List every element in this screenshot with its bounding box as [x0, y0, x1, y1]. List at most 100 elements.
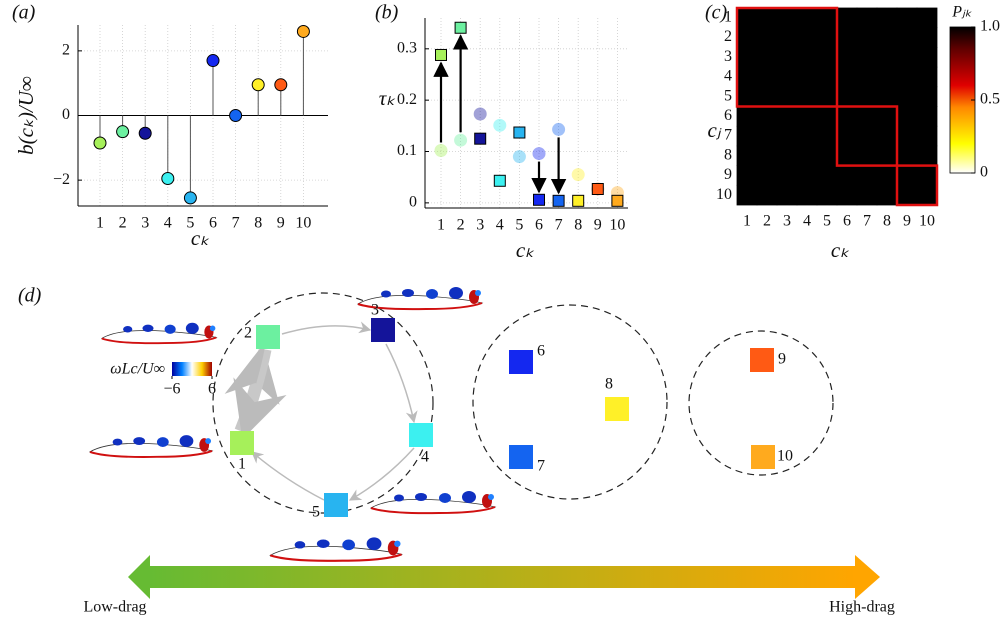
scale-left: Low-drag	[83, 599, 146, 616]
x-tick-label: 5	[823, 213, 831, 230]
heat-cell	[857, 47, 877, 67]
square-marker	[475, 133, 486, 144]
node-label: 2	[244, 325, 252, 342]
heat-cell	[757, 126, 777, 146]
x-tick-label: 10	[609, 217, 625, 234]
x-tick-label: 9	[594, 217, 602, 234]
heat-cell	[837, 107, 857, 127]
heat-cell	[877, 8, 897, 28]
heat-cell	[897, 146, 917, 166]
cluster-node	[256, 325, 280, 349]
heat-cell	[897, 28, 917, 48]
panel-label: (d)	[18, 285, 42, 307]
stem-marker	[297, 25, 309, 37]
x-tick-label: 9	[277, 215, 285, 232]
x-tick-label: 4	[164, 215, 172, 232]
y-tick-label: 8	[724, 146, 732, 163]
x-tick-label: 4	[496, 217, 504, 234]
colorbar-tick-label: −6	[163, 381, 180, 398]
x-axis-label: cₖ	[831, 238, 850, 262]
heat-cell	[877, 107, 897, 127]
square-marker	[436, 49, 447, 60]
y-axis-label: b(cₖ)/U∞	[14, 76, 38, 155]
heat-cell	[737, 146, 757, 166]
heat-cell	[777, 87, 797, 107]
heat-cell	[857, 8, 877, 28]
stem-marker	[162, 173, 174, 185]
x-tick-label: 10	[919, 213, 935, 230]
panel-label: (c)	[705, 2, 728, 24]
y-tick-label: 6	[724, 107, 732, 124]
heat-cell	[777, 28, 797, 48]
x-axis-label: cₖ	[191, 226, 210, 250]
heat-cell	[817, 87, 837, 107]
node-label: 7	[537, 458, 545, 475]
cluster-node	[409, 423, 433, 447]
x-tick-label: 2	[763, 213, 771, 230]
heat-cell	[917, 8, 937, 28]
node-label: 8	[605, 376, 613, 393]
x-tick-label: 1	[743, 213, 751, 230]
drag-arrow	[150, 566, 855, 588]
heat-cell	[917, 28, 937, 48]
node-label: 1	[238, 456, 246, 473]
colorbar-tick-label: 6	[208, 381, 216, 398]
colorbar-tick-label: 1.0	[980, 18, 1000, 35]
heat-cell	[757, 107, 777, 127]
y-tick-label: 9	[724, 166, 732, 183]
y-tick-label: 5	[724, 87, 732, 104]
x-tick-label: 2	[119, 215, 127, 232]
circle-marker	[513, 150, 526, 163]
x-tick-label: 10	[295, 215, 311, 232]
heat-cell	[737, 185, 757, 205]
y-axis-label: τₖ	[379, 86, 397, 110]
heat-cell	[837, 67, 857, 87]
heat-cell	[877, 146, 897, 166]
heat-cell	[917, 67, 937, 87]
colorbar	[172, 362, 212, 376]
heat-cell	[737, 166, 757, 186]
x-tick-label: 4	[803, 213, 811, 230]
stem-marker	[207, 55, 219, 67]
heat-cell	[857, 67, 877, 87]
x-tick-label: 8	[254, 215, 262, 232]
heat-cell	[777, 185, 797, 205]
heat-cell	[737, 47, 757, 67]
snapshots	[90, 287, 495, 561]
heat-cell	[777, 107, 797, 127]
cluster-node	[371, 318, 395, 342]
y-tick-label: 0	[62, 106, 70, 123]
y-tick-label: 0	[409, 194, 417, 211]
scale-right: High-drag	[829, 599, 895, 616]
stem-marker	[117, 126, 129, 138]
x-tick-label: 3	[141, 215, 149, 232]
square-marker	[553, 195, 564, 206]
x-tick-label: 6	[209, 215, 217, 232]
heat-cell	[897, 107, 917, 127]
heat-cell	[757, 47, 777, 67]
heat-cell	[917, 126, 937, 146]
heat-cell	[817, 146, 837, 166]
square-marker	[514, 127, 525, 138]
heat-cell	[797, 47, 817, 67]
x-tick-label: 8	[883, 213, 891, 230]
heat-cell	[757, 67, 777, 87]
heat-cell	[897, 8, 917, 28]
heat-cell	[877, 87, 897, 107]
x-tick-label: 7	[863, 213, 871, 230]
colorbar-title: Pⱼₖ	[951, 4, 972, 21]
circle-marker	[493, 119, 506, 132]
heat-cell	[837, 146, 857, 166]
heat-cell	[837, 185, 857, 205]
heat-cell	[857, 107, 877, 127]
heat-cell	[817, 28, 837, 48]
heat-cell	[877, 67, 897, 87]
node-label: 3	[371, 302, 379, 319]
figure: (d) Low-drag High-drag ωLc/U∞ −202123456…	[0, 0, 1003, 625]
heat-cell	[777, 47, 797, 67]
y-tick-label: −2	[53, 171, 70, 188]
square-marker	[455, 22, 466, 33]
heat-cell	[797, 107, 817, 127]
heat-cell	[757, 28, 777, 48]
heat-cell	[817, 47, 837, 67]
